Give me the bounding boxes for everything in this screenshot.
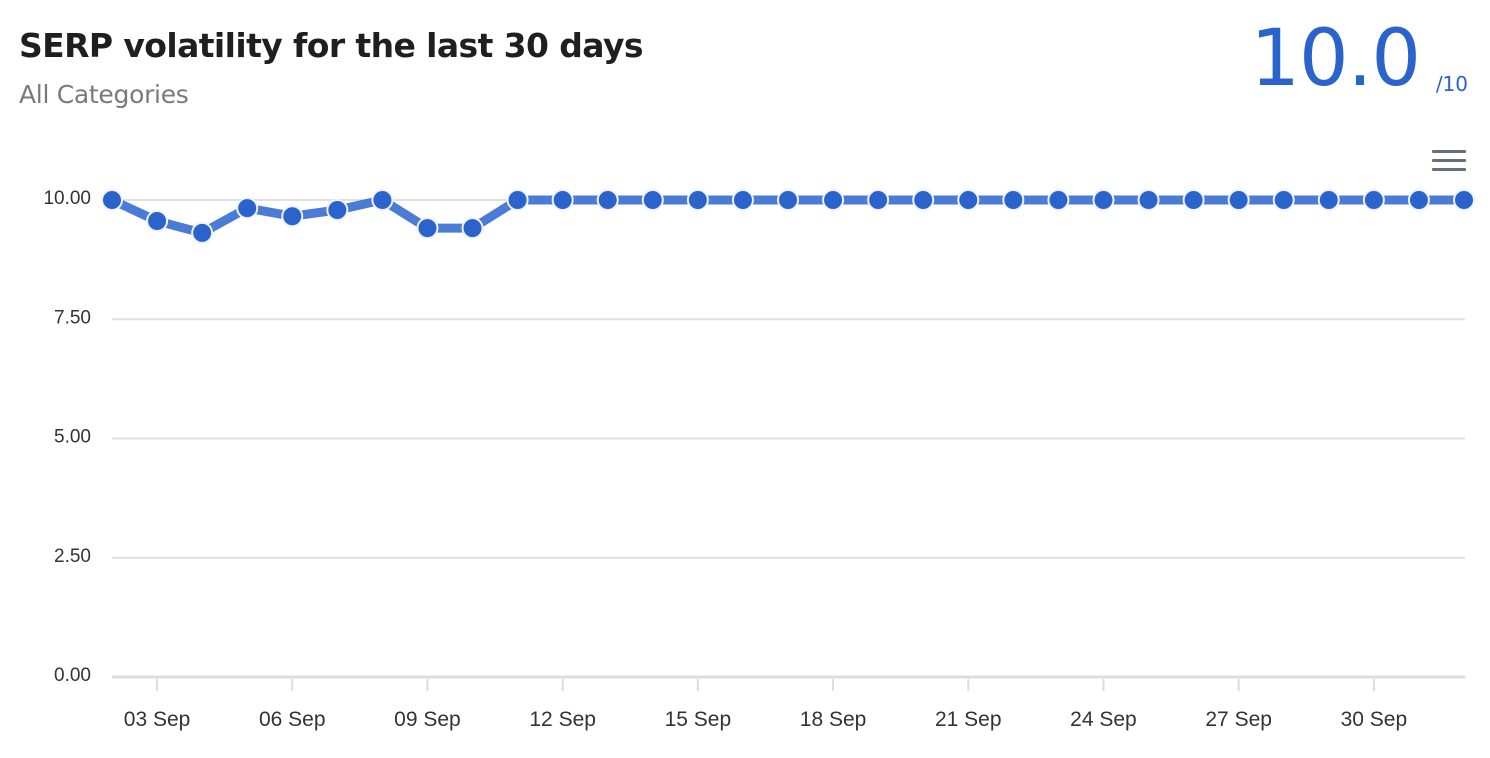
score-max: /10: [1435, 72, 1468, 96]
data-point[interactable]: [416, 217, 439, 240]
current-score: 10.0: [1250, 14, 1421, 104]
x-tick-label: 12 Sep: [529, 708, 596, 731]
data-point[interactable]: [281, 205, 304, 228]
hamburger-menu-icon[interactable]: [1432, 150, 1466, 178]
data-point[interactable]: [101, 189, 123, 211]
x-tick-label: 30 Sep: [1341, 708, 1408, 731]
data-point[interactable]: [1092, 189, 1115, 211]
data-point[interactable]: [236, 197, 259, 220]
y-tick-label: 0.00: [54, 665, 91, 686]
data-point[interactable]: [326, 199, 349, 222]
x-tick-label: 21 Sep: [935, 708, 1002, 731]
x-tick-label: 18 Sep: [800, 708, 867, 731]
data-point[interactable]: [1362, 189, 1385, 211]
data-point[interactable]: [731, 189, 754, 211]
data-point[interactable]: [461, 217, 484, 240]
chart-subtitle: All Categories: [19, 80, 189, 109]
x-tick-label: 03 Sep: [124, 708, 191, 731]
y-tick-label: 10.00: [43, 188, 91, 209]
y-tick-label: 2.50: [54, 546, 91, 567]
x-tick-label: 15 Sep: [665, 708, 732, 731]
data-point[interactable]: [371, 189, 394, 211]
data-point[interactable]: [912, 189, 935, 211]
data-point[interactable]: [551, 189, 574, 211]
data-point[interactable]: [822, 189, 845, 211]
data-point[interactable]: [1227, 189, 1250, 211]
data-point[interactable]: [686, 189, 709, 211]
data-point[interactable]: [957, 189, 980, 211]
series-line[interactable]: [101, 189, 1475, 244]
data-point[interactable]: [641, 189, 664, 211]
data-point[interactable]: [1272, 189, 1295, 211]
data-point[interactable]: [1047, 189, 1070, 211]
x-tick-label: 27 Sep: [1205, 708, 1272, 731]
y-tick-label: 5.00: [54, 427, 91, 448]
x-tick-label: 06 Sep: [259, 708, 326, 731]
data-point[interactable]: [1317, 189, 1340, 211]
data-point[interactable]: [777, 189, 799, 211]
x-axis: 03 Sep 06 Sep 09 Sep 12 Sep 15 Sep 18 Sep 21 S…: [124, 679, 1407, 731]
x-tick-label: 09 Sep: [394, 708, 461, 731]
data-point[interactable]: [1002, 189, 1025, 211]
data-point[interactable]: [1182, 189, 1205, 211]
data-point[interactable]: [506, 189, 529, 211]
data-point[interactable]: [146, 209, 169, 232]
x-tick-label: 24 Sep: [1070, 708, 1137, 731]
y-tick-label: 7.50: [54, 307, 91, 328]
y-axis: 0.00 2.50 5.00 7.50 10.00: [43, 188, 91, 686]
grid-lines: [112, 199, 1465, 679]
data-point[interactable]: [596, 189, 619, 211]
data-point[interactable]: [191, 221, 214, 244]
data-point[interactable]: [867, 189, 890, 211]
chart-title: SERP volatility for the last 30 days: [19, 26, 644, 65]
data-point[interactable]: [1407, 189, 1430, 211]
data-point[interactable]: [1137, 189, 1160, 211]
data-point[interactable]: [1453, 189, 1475, 211]
